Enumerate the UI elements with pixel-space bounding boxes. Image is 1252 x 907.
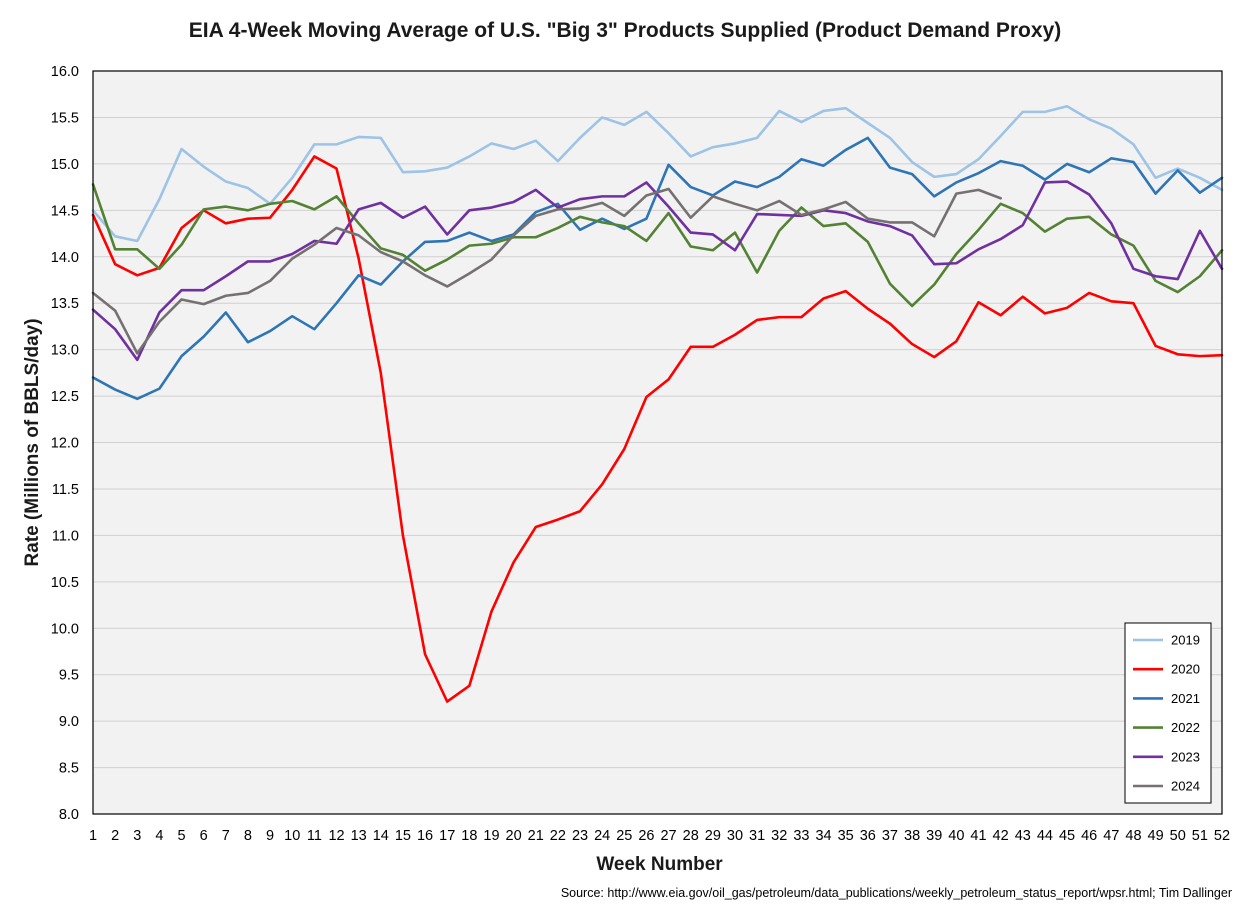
- x-axis-title: Week Number: [596, 854, 723, 875]
- x-tick-label: 52: [1214, 828, 1230, 844]
- x-tick-label: 17: [439, 828, 455, 844]
- x-tick-label: 37: [882, 828, 898, 844]
- x-tick-label: 35: [838, 828, 854, 844]
- x-tick-label: 42: [993, 828, 1009, 844]
- x-tick-label: 14: [373, 828, 389, 844]
- x-tick-label: 8: [244, 828, 252, 844]
- x-tick-label: 16: [417, 828, 433, 844]
- y-tick-label: 10.0: [51, 621, 79, 637]
- x-tick-label: 18: [461, 828, 477, 844]
- y-tick-label: 9.5: [59, 668, 79, 684]
- chart-title: EIA 4-Week Moving Average of U.S. "Big 3…: [189, 19, 1062, 42]
- y-tick-label: 10.5: [51, 575, 79, 591]
- x-tick-label: 26: [638, 828, 654, 844]
- x-tick-label: 2: [111, 828, 119, 844]
- gridlines: [93, 116, 1222, 769]
- y-tick-label: 9.0: [59, 714, 79, 730]
- series-line-2022: [91, 183, 1224, 308]
- x-tick-label: 28: [683, 828, 699, 844]
- x-tick-label: 50: [1170, 828, 1186, 844]
- x-tick-label: 25: [616, 828, 632, 844]
- x-tick-label: 7: [222, 828, 230, 844]
- plot-border: [92, 70, 1223, 815]
- x-tick-label: 43: [1015, 828, 1031, 844]
- x-tick-label: 39: [926, 828, 942, 844]
- x-tick-label: 24: [594, 828, 610, 844]
- series-line-2024: [91, 187, 1002, 355]
- x-tick-label: 10: [284, 828, 300, 844]
- x-tick-label: 34: [815, 828, 831, 844]
- x-tick-label: 11: [307, 828, 322, 844]
- y-tick-label: 13.5: [51, 296, 79, 312]
- x-tick-label: 12: [328, 828, 344, 844]
- x-tick-label: 32: [771, 828, 787, 844]
- x-tick-label: 33: [793, 828, 809, 844]
- y-tick-label: 16.0: [51, 64, 79, 80]
- y-axis-title: Rate (Millions of BBLS/day): [22, 318, 43, 566]
- x-tick-label: 3: [133, 828, 141, 844]
- x-axis-ticks: 1 2 3 4 5 6 7 8 9 10 11 12 13 14 15 16 17 18 19 20 21 22 23 24 2…: [89, 828, 1230, 844]
- legend-label-2024: 2024: [1171, 779, 1200, 794]
- x-tick-label: 27: [660, 828, 676, 844]
- x-tick-label: 46: [1081, 828, 1097, 844]
- x-tick-label: 20: [506, 828, 522, 844]
- x-tick-label: 38: [904, 828, 920, 844]
- x-tick-label: 44: [1037, 828, 1053, 844]
- y-tick-label: 11.0: [52, 528, 79, 544]
- series-line-2020: [91, 155, 1224, 703]
- y-tick-label: 15.0: [51, 157, 79, 173]
- source-note: Source: http://www.eia.gov/oil_gas/petro…: [561, 886, 1232, 900]
- y-tick-label: 8.0: [59, 807, 79, 823]
- legend-box: [1124, 622, 1212, 804]
- x-tick-label: 13: [351, 828, 367, 844]
- series-line-2023: [91, 180, 1224, 362]
- x-tick-label: 21: [528, 828, 544, 844]
- x-tick-label: 1: [89, 828, 97, 844]
- legend-label-2019: 2019: [1171, 633, 1200, 648]
- x-tick-label: 48: [1125, 828, 1141, 844]
- x-tick-label: 40: [948, 828, 964, 844]
- x-tick-label: 51: [1192, 828, 1208, 844]
- x-tick-label: 9: [266, 828, 274, 844]
- y-axis-ticks: 8.0 8.5 9.0 9.5 10.0 10.5 11.0 11.5 12.0 12.5 13.0…: [51, 64, 79, 823]
- x-tick-label: 41: [970, 828, 986, 844]
- legend-label-2021: 2021: [1171, 691, 1200, 706]
- y-tick-label: 15.5: [51, 110, 79, 126]
- x-tick-label: 47: [1103, 828, 1119, 844]
- legend-label-2023: 2023: [1171, 749, 1200, 764]
- y-tick-label: 13.0: [51, 343, 79, 359]
- legend: 2019 2020 2021 2022 2023 2024: [1124, 622, 1212, 804]
- x-tick-label: 30: [727, 828, 743, 844]
- series-line-2019: [91, 104, 1224, 243]
- x-tick-label: 45: [1059, 828, 1075, 844]
- x-tick-label: 19: [483, 828, 499, 844]
- x-tick-label: 49: [1148, 828, 1164, 844]
- x-tick-label: 31: [749, 828, 765, 844]
- x-tick-label: 4: [155, 828, 163, 844]
- y-tick-label: 14.5: [51, 203, 79, 219]
- x-tick-label: 6: [200, 828, 208, 844]
- y-tick-label: 14.0: [51, 250, 79, 266]
- x-tick-label: 15: [395, 828, 411, 844]
- y-tick-label: 8.5: [59, 761, 79, 777]
- x-tick-label: 23: [572, 828, 588, 844]
- y-tick-label: 12.0: [51, 436, 79, 452]
- series-lines: [91, 104, 1224, 703]
- x-tick-label: 22: [550, 828, 566, 844]
- y-tick-label: 11.5: [52, 482, 79, 498]
- x-tick-label: 5: [178, 828, 186, 844]
- x-tick-label: 29: [705, 828, 721, 844]
- legend-label-2020: 2020: [1171, 662, 1200, 677]
- x-tick-label: 36: [860, 828, 876, 844]
- y-tick-label: 12.5: [51, 389, 79, 405]
- legend-label-2022: 2022: [1171, 720, 1200, 735]
